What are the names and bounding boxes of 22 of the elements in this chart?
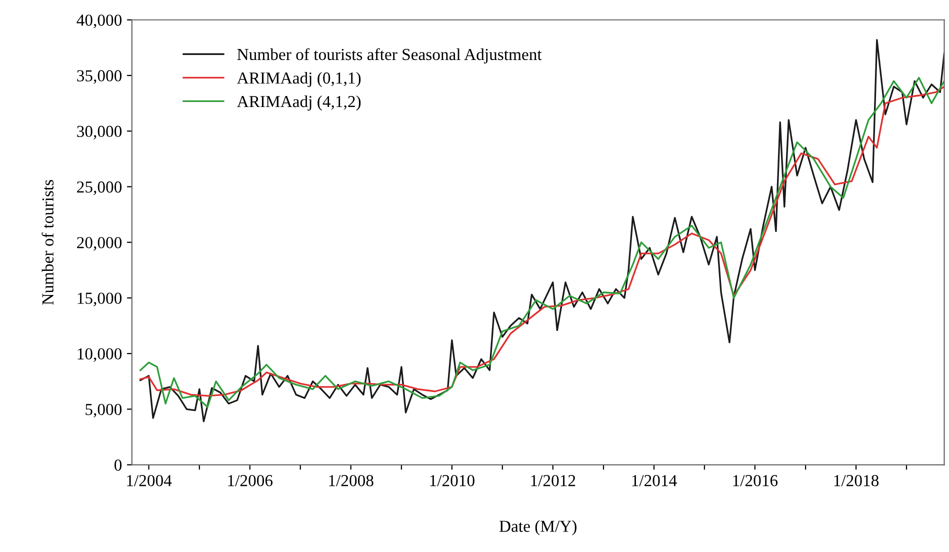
x-axis-title: Date (M/Y): [499, 520, 576, 536]
x-tick-label: 1/2012: [531, 474, 576, 486]
x-tick-label: 1/2008: [329, 474, 374, 486]
y-tick-label: 40,000: [76, 14, 122, 28]
y-tick-label: 10,000: [78, 348, 122, 362]
legend-label: Number of tourists after Seasonal Adjustment: [237, 48, 542, 64]
x-tick-label: 1/2010: [430, 474, 474, 486]
legend-label: ARIMAadj (0,1,1): [236, 72, 361, 88]
y-tick-label: 15,000: [78, 292, 122, 306]
y-axis-title: Number of tourists: [42, 180, 54, 305]
x-tick-label: 1/2004: [127, 474, 172, 486]
legend-label: ARIMAadj (4,1,2): [236, 95, 361, 111]
y-tick-label: 5,000: [86, 404, 122, 418]
x-tick-label: 1/2018: [834, 474, 879, 486]
y-tick-label: 20,000: [77, 237, 122, 251]
x-tick-label: 1/2006: [228, 474, 273, 486]
x-tick-label: 1/2016: [733, 474, 778, 486]
y-tick-label: 35,000: [77, 70, 122, 84]
y-tick-label: 0: [114, 459, 122, 471]
y-tick-label: 30,000: [77, 126, 122, 140]
x-tick-label: 1/2014: [632, 474, 677, 486]
y-tick-label: 25,000: [77, 181, 122, 196]
